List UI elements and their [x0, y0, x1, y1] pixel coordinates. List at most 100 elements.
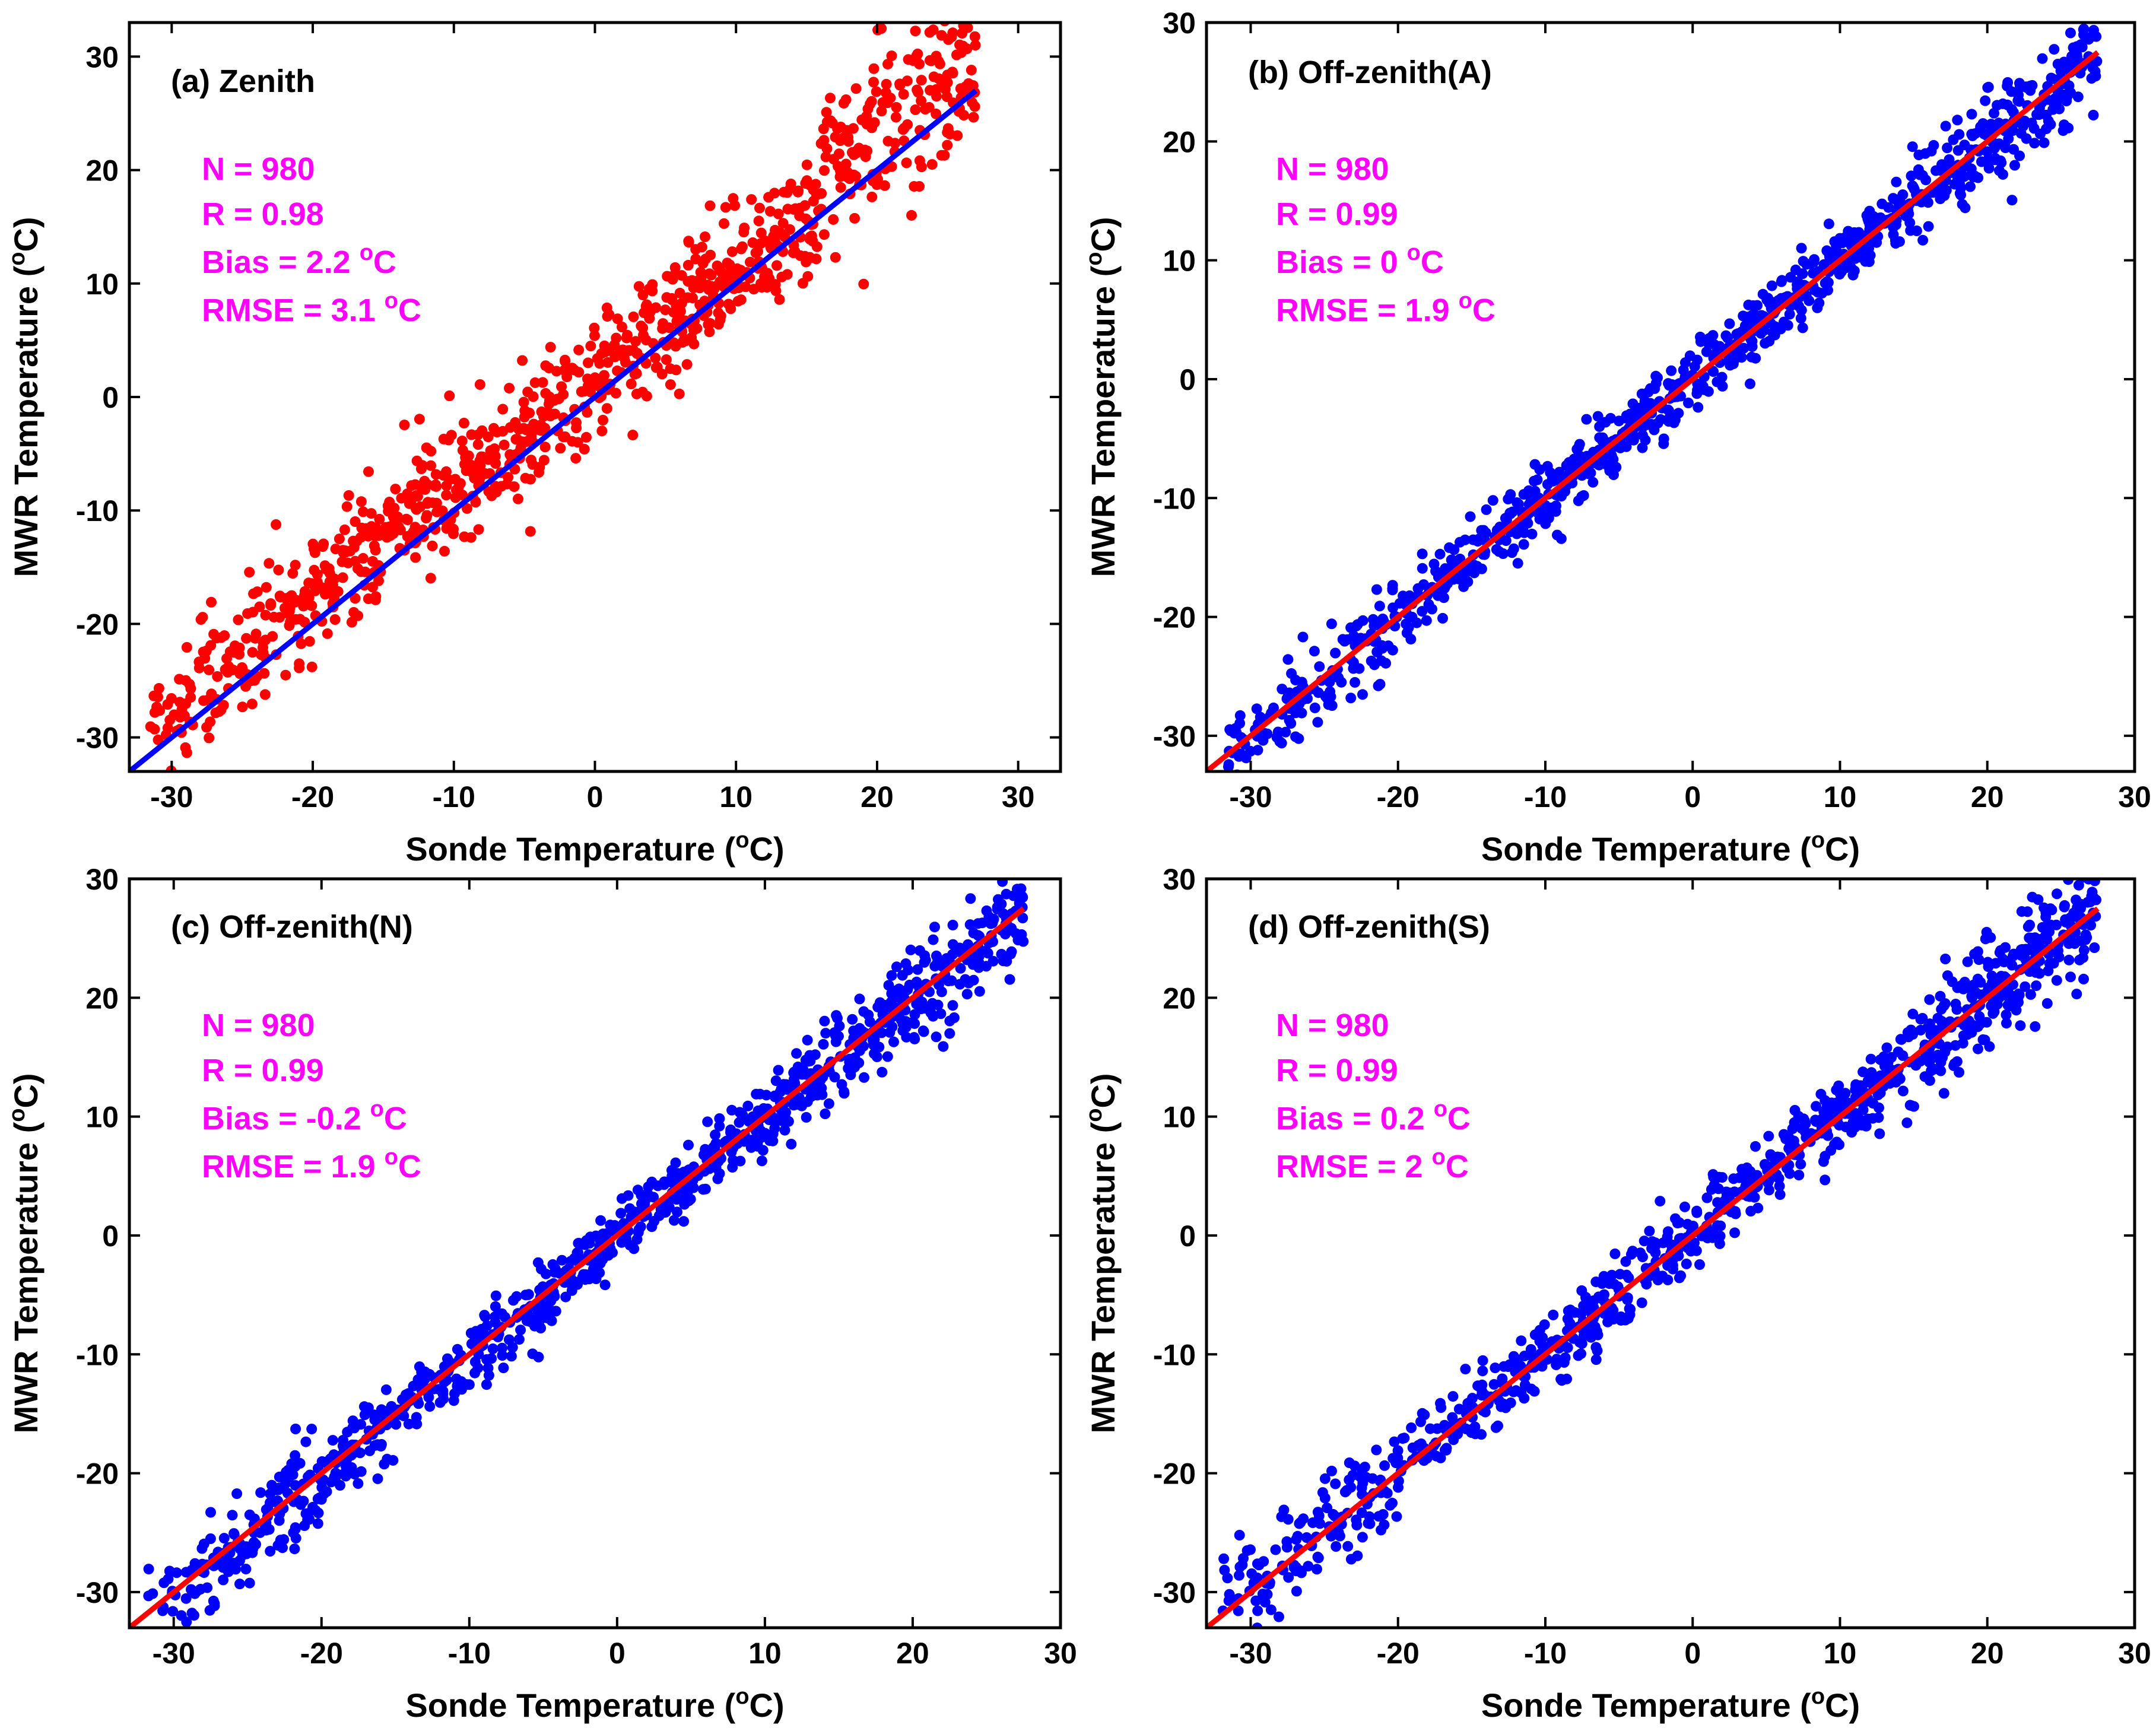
- scatter-point: [714, 1168, 725, 1179]
- scatter-point: [2012, 992, 2024, 1003]
- scatter-point: [755, 227, 767, 239]
- scatter-point: [1724, 1187, 1735, 1199]
- scatter-point: [529, 377, 541, 388]
- scatter-point: [544, 1313, 555, 1323]
- scatter-point: [259, 668, 270, 679]
- scatter-point: [1811, 1116, 1822, 1127]
- scatter-point: [951, 49, 962, 61]
- scatter-point: [2062, 91, 2072, 103]
- scatter-point: [1345, 1482, 1357, 1493]
- scatter-point: [1652, 417, 1663, 428]
- scatter-point: [1465, 511, 1476, 522]
- scatter-point: [143, 1564, 154, 1575]
- scatter-point: [469, 1357, 481, 1367]
- scatter-point: [1763, 1130, 1774, 1142]
- scatter-point: [1840, 1088, 1851, 1099]
- scatter-point: [1548, 1309, 1559, 1320]
- scatter-point: [1682, 1219, 1693, 1230]
- scatter-point: [1655, 1196, 1666, 1207]
- scatter-point: [473, 460, 484, 471]
- scatter-point: [585, 341, 596, 352]
- scatter-point: [355, 1466, 367, 1477]
- scatter-point: [709, 1141, 720, 1152]
- scatter-point: [1345, 693, 1357, 704]
- scatter-point: [858, 1041, 869, 1052]
- scatter-point: [2051, 975, 2062, 986]
- scatter-point: [1526, 1383, 1537, 1395]
- scatter-point: [663, 322, 675, 334]
- scatter-point: [958, 23, 969, 31]
- x-tick-label: 10: [1824, 780, 1857, 814]
- scatter-point: [2038, 137, 2050, 148]
- scatter-point: [1419, 1409, 1430, 1421]
- scatter-point: [480, 1311, 491, 1322]
- scatter-point: [931, 91, 942, 102]
- scatter-point: [819, 1015, 830, 1027]
- scatter-point: [579, 1239, 590, 1250]
- scatter-point: [237, 701, 248, 713]
- scatter-point: [1498, 1361, 1510, 1372]
- scatter-point: [540, 408, 551, 418]
- scatter-point: [2020, 981, 2031, 992]
- scatter-point: [561, 371, 573, 383]
- scatter-point: [925, 55, 935, 66]
- stat-n: N = 980: [202, 151, 315, 187]
- scatter-point: [1350, 676, 1361, 688]
- scatter-point: [490, 1301, 501, 1312]
- stat-n: N = 980: [202, 1008, 315, 1043]
- scatter-point: [1314, 661, 1325, 672]
- scatter-point: [247, 647, 258, 658]
- scatter-point: [1951, 1004, 1963, 1015]
- scatter-point: [1795, 313, 1806, 324]
- scatter-point: [1788, 1135, 1799, 1146]
- scatter-point: [1714, 1171, 1725, 1183]
- scatter-point: [830, 252, 841, 263]
- scatter-point: [683, 236, 694, 247]
- scatter-point: [1980, 933, 1991, 945]
- scatter-point: [2025, 989, 2036, 1000]
- scatter-point: [534, 1314, 545, 1326]
- scatter-point: [1437, 612, 1448, 624]
- scatter-point: [272, 1540, 284, 1551]
- scatter-point: [366, 508, 377, 519]
- scatter-point: [525, 526, 536, 537]
- scatter-point: [886, 970, 897, 981]
- scatter-point: [1326, 618, 1337, 630]
- scatter-point: [894, 992, 906, 1003]
- scatter-point: [466, 429, 477, 440]
- scatter-point: [802, 1034, 813, 1046]
- scatter-point: [690, 253, 701, 265]
- scatter-point: [1466, 1427, 1477, 1438]
- scatter-point: [1568, 453, 1580, 465]
- scatter-point: [1296, 707, 1307, 719]
- scatter-point: [734, 1117, 745, 1128]
- scatter-point: [1417, 606, 1428, 617]
- scatter-point: [599, 1279, 611, 1291]
- scatter-point: [1760, 1160, 1771, 1171]
- scatter-point: [1507, 506, 1518, 517]
- scatter-point: [896, 1014, 907, 1025]
- stat-r: R = 0.99: [1276, 1053, 1398, 1088]
- scatter-point: [745, 1142, 757, 1153]
- scatter-point: [1977, 1034, 1989, 1045]
- scatter-point: [1846, 1127, 1857, 1138]
- panel-title: (d) Off-zenith(S): [1248, 909, 1490, 945]
- scatter-point: [430, 479, 442, 490]
- scatter-point: [1999, 957, 2009, 968]
- scatter-point: [1376, 1524, 1387, 1536]
- scatter-point: [627, 430, 639, 441]
- scatter-point: [869, 117, 880, 128]
- scatter-point: [518, 423, 529, 434]
- scatter-point: [363, 466, 374, 477]
- scatter-point: [1477, 1365, 1488, 1377]
- x-axis-label: Sonde Temperature (oC): [1481, 828, 1860, 868]
- scatter-point: [754, 202, 765, 214]
- scatter-point: [727, 1162, 738, 1173]
- scatter-point: [218, 1574, 229, 1586]
- scatter-point: [829, 1072, 840, 1083]
- scatter-point: [2030, 1021, 2041, 1032]
- scatter-point: [890, 138, 901, 149]
- scatter-point: [861, 110, 872, 122]
- scatter-point: [1606, 1269, 1618, 1281]
- scatter-point: [1966, 163, 1977, 174]
